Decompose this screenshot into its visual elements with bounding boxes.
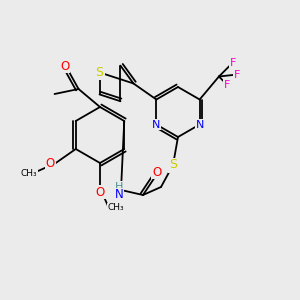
Text: H: H (115, 182, 123, 192)
Text: CH₃: CH₃ (108, 203, 124, 212)
Text: F: F (230, 58, 236, 68)
Text: S: S (96, 66, 104, 79)
Text: O: O (46, 157, 55, 170)
Text: O: O (95, 185, 105, 199)
Text: N: N (196, 119, 204, 130)
Text: F: F (234, 70, 240, 80)
Text: F: F (224, 80, 230, 89)
Text: N: N (152, 119, 160, 130)
Text: N: N (115, 188, 123, 202)
Text: O: O (60, 59, 69, 73)
Text: S: S (169, 158, 177, 172)
Text: O: O (152, 166, 162, 178)
Text: CH₃: CH₃ (21, 169, 38, 178)
